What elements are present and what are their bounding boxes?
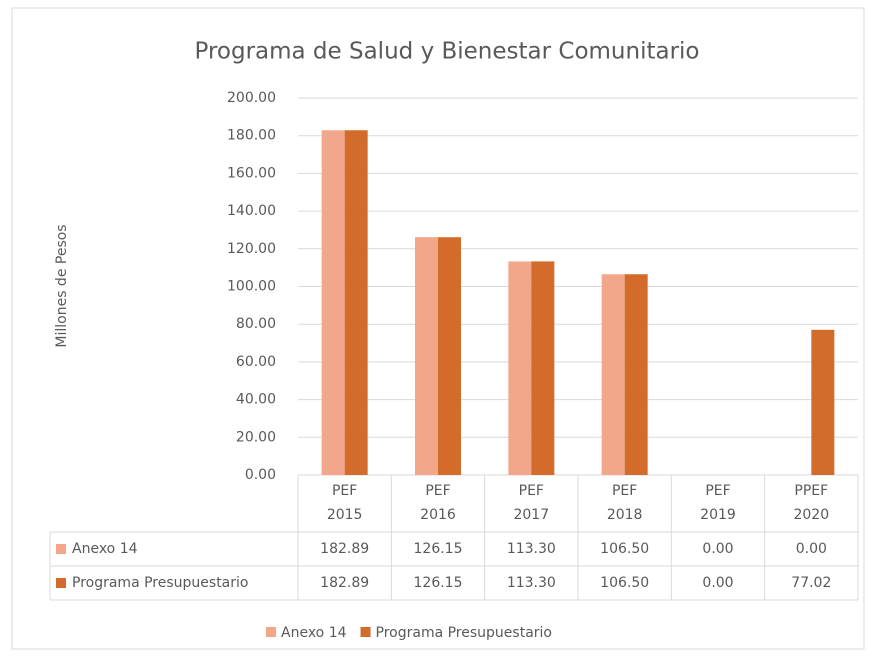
table-value: 106.50 (600, 541, 649, 557)
bar (344, 130, 368, 475)
bar (438, 237, 461, 475)
legend-key (266, 627, 276, 637)
x-tick-label: PEF 2015 (326, 483, 363, 523)
y-tick-label: 140.00 (227, 203, 276, 219)
y-tick-label: 120.00 (227, 241, 276, 257)
category-cell: PEF 2015 (326, 483, 363, 523)
table-row-label: Programa Presupuestario (72, 575, 248, 591)
table-row-label: Anexo 14 (72, 541, 138, 557)
x-tick-label: PEF 2017 (513, 483, 550, 523)
table-value: 113.30 (507, 575, 556, 591)
y-tick-label: 40.00 (236, 392, 276, 408)
legend-label: Anexo 14 (281, 625, 347, 641)
table-value: 126.15 (414, 575, 463, 591)
table-value: 126.15 (414, 541, 463, 557)
y-tick-label: 100.00 (227, 279, 276, 295)
category-cell: PEF 2016 (420, 483, 456, 523)
y-tick-label: 0.00 (245, 467, 276, 483)
x-tick-label: PEF 2016 (420, 483, 456, 523)
x-tick-label: PEF 2019 (700, 483, 736, 523)
y-tick-label: 80.00 (236, 316, 276, 332)
bar (321, 130, 345, 475)
bar (601, 274, 625, 475)
x-tick-label: PPEF 2020 (793, 483, 830, 523)
bar (811, 329, 835, 475)
y-tick-label: 180.00 (227, 128, 276, 144)
bar (415, 237, 438, 475)
table-value: 0.00 (702, 575, 733, 591)
y-tick-label: 60.00 (236, 354, 276, 370)
table-legend-key (56, 578, 66, 588)
y-tick-label: 200.00 (227, 90, 276, 106)
category-cell: PPEF 2020 (793, 483, 830, 523)
legend-key (360, 627, 371, 637)
category-cell: PEF 2018 (606, 483, 643, 523)
legend-label: Programa Presupuestario (376, 625, 552, 641)
y-axis-label: Millones de Pesos (54, 224, 70, 347)
table-value: 0.00 (796, 541, 827, 557)
table-value: 182.89 (320, 541, 369, 557)
category-cell: PEF 2017 (513, 483, 550, 523)
table-legend-key (56, 544, 66, 554)
x-tick-label: PEF 2018 (606, 483, 643, 523)
y-tick-label: 160.00 (227, 165, 276, 181)
y-tick-label: 20.00 (236, 429, 276, 445)
table-value: 0.00 (702, 541, 733, 557)
bar (508, 261, 532, 475)
chart-title: Programa de Salud y Bienestar Comunitari… (194, 39, 699, 65)
table-value: 106.50 (600, 575, 649, 591)
bar (624, 274, 648, 475)
bar (531, 261, 555, 475)
category-cell: PEF 2019 (700, 483, 736, 523)
table-value: 77.02 (791, 575, 831, 591)
table-value: 182.89 (320, 575, 369, 591)
table-value: 113.30 (507, 541, 556, 557)
